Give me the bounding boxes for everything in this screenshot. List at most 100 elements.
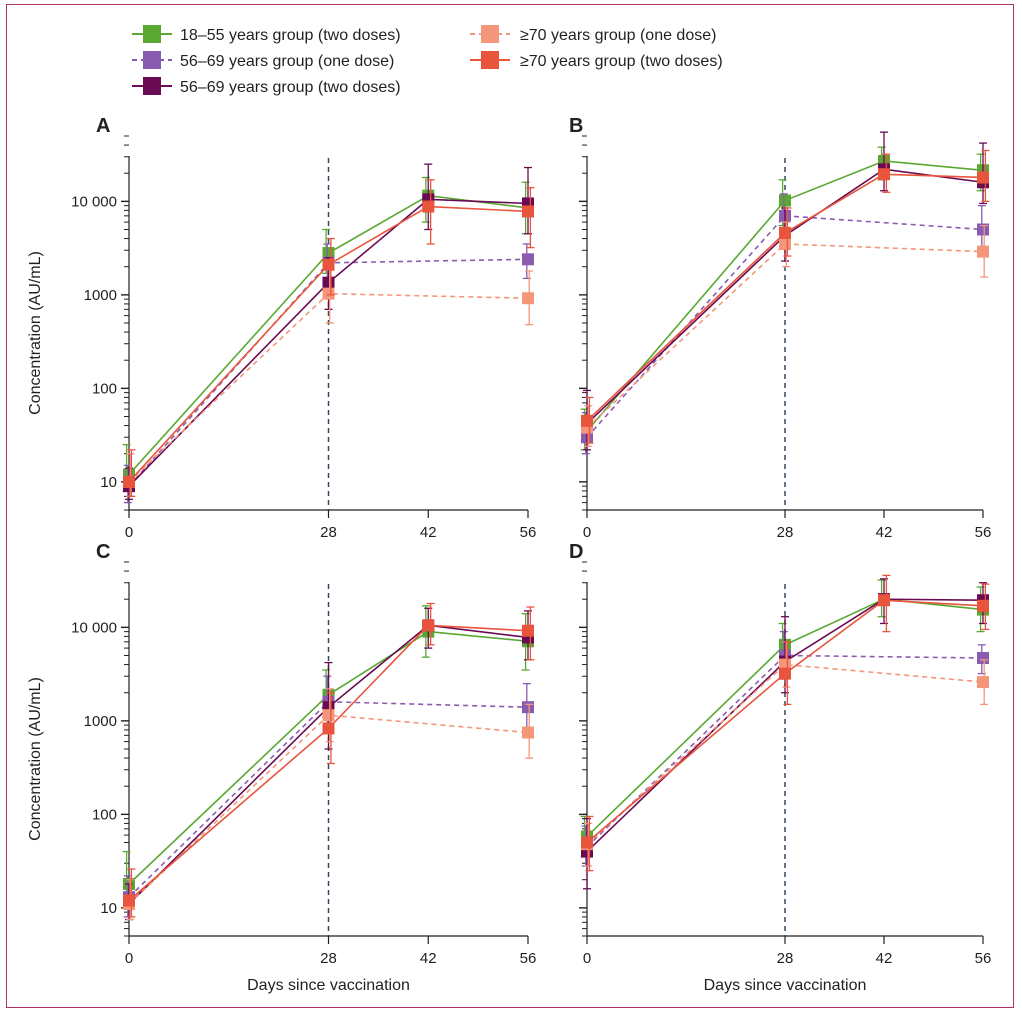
y-tick-label: 1000: [84, 713, 117, 730]
data-point: [977, 223, 989, 236]
x-tick-label: 56: [520, 950, 537, 967]
data-point: [581, 414, 593, 427]
legend-item-2: 56–69 years group (two doses): [132, 77, 401, 96]
data-point: [581, 836, 593, 849]
series-line: [586, 160, 984, 432]
x-tick-label: 56: [975, 524, 992, 541]
legend-marker-2: [143, 77, 161, 95]
series-line: [586, 654, 984, 848]
y-tick-label: 10: [100, 474, 117, 491]
x-tick-label: 28: [320, 524, 337, 541]
series-line: [586, 243, 984, 429]
data-point: [322, 287, 335, 300]
x-tick-label: 42: [420, 950, 437, 967]
series-2: [581, 578, 989, 890]
legend-marker-3: [481, 25, 499, 43]
panel-letter: B: [569, 115, 583, 137]
legend-marker-4: [481, 51, 499, 69]
legend-item-4: ≥70 years group (two doses): [470, 51, 723, 70]
series-3: [123, 262, 534, 497]
data-point: [977, 676, 989, 689]
legend-label-4: ≥70 years group (two doses): [520, 53, 723, 70]
figure-frame: [6, 4, 1014, 1008]
legend-item-0: 18–55 years group (two doses): [132, 25, 401, 44]
data-point: [422, 619, 435, 632]
y-tick-label: 100: [92, 380, 117, 397]
x-tick-label: 42: [876, 524, 893, 541]
panel-letter: A: [96, 115, 110, 137]
series-line: [586, 598, 984, 838]
data-point: [779, 194, 791, 207]
y-tick-label: 10 000: [71, 193, 117, 210]
series-line: [128, 624, 529, 905]
legend-item-1: 56–69 years group (one dose): [132, 51, 394, 70]
x-tick-label: 56: [520, 524, 537, 541]
y-tick-label: 1000: [84, 287, 117, 304]
x-axis-title: Days since vaccination: [247, 977, 410, 994]
data-point: [522, 205, 534, 218]
legend-label-3: ≥70 years group (one dose): [520, 27, 716, 44]
data-point: [878, 168, 890, 181]
data-point: [977, 599, 989, 612]
data-point: [977, 171, 989, 184]
x-tick-label: 0: [583, 524, 591, 541]
x-tick-label: 42: [420, 524, 437, 541]
legend-label-2: 56–69 years group (two doses): [180, 79, 401, 96]
legend-label-1: 56–69 years group (one dose): [180, 53, 394, 70]
data-point: [977, 652, 989, 665]
series-line: [128, 624, 529, 902]
data-point: [522, 292, 534, 305]
data-point: [779, 226, 791, 239]
data-point: [322, 276, 335, 289]
series-4: [123, 602, 535, 918]
series-4: [123, 179, 535, 497]
x-tick-label: 0: [125, 524, 133, 541]
series-line: [128, 205, 529, 483]
series-4: [581, 574, 990, 872]
x-tick-label: 28: [777, 524, 794, 541]
x-tick-label: 28: [320, 950, 337, 967]
data-point: [977, 245, 989, 258]
data-point: [779, 667, 791, 680]
x-axis-title: Days since vaccination: [704, 977, 867, 994]
panel-letter: C: [96, 541, 110, 563]
legend-marker-1: [143, 51, 161, 69]
series-line: [586, 663, 984, 845]
data-point: [878, 594, 890, 607]
legend-marker-0: [143, 25, 161, 43]
series-line: [586, 599, 984, 844]
data-point: [322, 709, 335, 722]
data-point: [123, 475, 135, 488]
data-point: [322, 258, 335, 271]
series-line: [128, 198, 529, 487]
series-line: [586, 598, 984, 853]
data-point: [522, 253, 534, 266]
x-tick-label: 42: [876, 950, 893, 967]
x-tick-label: 28: [777, 950, 794, 967]
panel-d: D 0 28 42 56 Days since vaccination: [569, 541, 991, 994]
y-tick-label: 10: [100, 900, 117, 917]
series-line: [586, 173, 984, 422]
data-point: [522, 726, 534, 739]
x-tick-label: 56: [975, 950, 992, 967]
data-point: [422, 200, 435, 213]
data-point: [522, 701, 534, 714]
legend: 18–55 years group (two doses) 56–69 year…: [132, 25, 723, 96]
legend-item-3: ≥70 years group (one dose): [470, 25, 716, 44]
y-axis-title: Concentration (AU/mL): [27, 251, 44, 415]
data-point: [322, 722, 335, 735]
panel-c: C 10 100 1000 10 000 Concentration (AU/mL) 0 28…: [27, 541, 536, 994]
panel-letter: D: [569, 541, 583, 563]
y-axis-title: Concentration (AU/mL): [27, 677, 44, 841]
y-tick-label: 100: [92, 806, 117, 823]
series-4: [581, 149, 990, 444]
x-tick-label: 0: [125, 950, 133, 967]
x-tick-label: 0: [583, 950, 591, 967]
data-point: [522, 624, 534, 637]
y-tick-label: 10 000: [71, 619, 117, 636]
panel-a: A 10 100 1000 10 000 Concentration (AU/mL) 0 28…: [27, 115, 536, 541]
series-line: [128, 630, 529, 885]
legend-label-0: 18–55 years group (two doses): [180, 27, 401, 44]
data-point: [779, 237, 791, 250]
